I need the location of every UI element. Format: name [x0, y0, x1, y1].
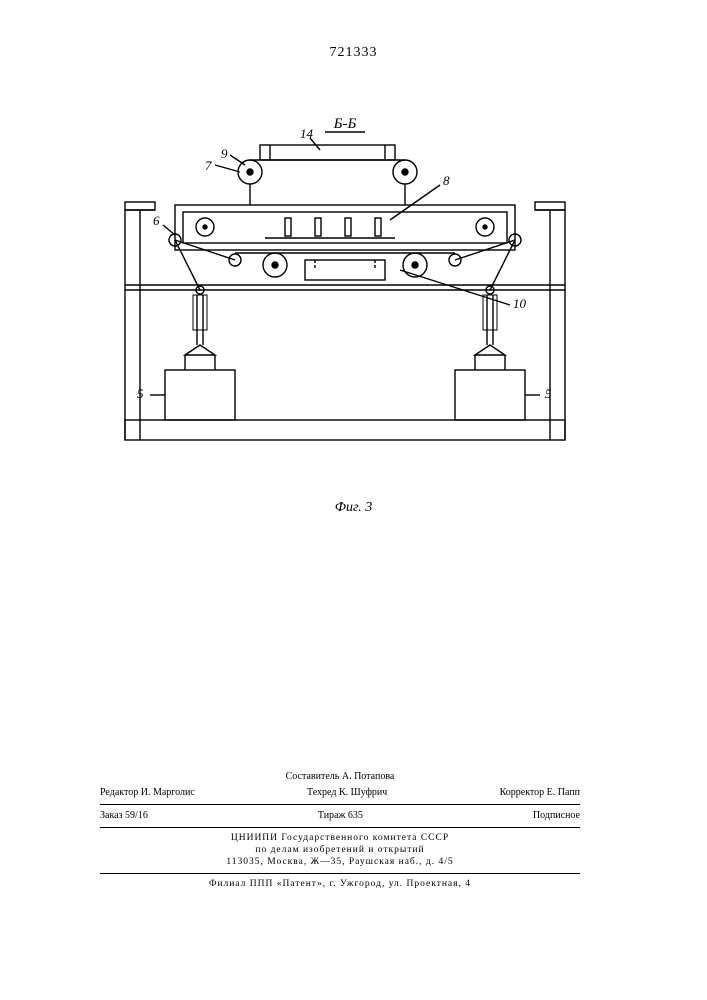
- callout-8: 8: [443, 173, 450, 189]
- org-line4: Филиал ППП «Патент», г. Ужгород, ул. Про…: [100, 878, 580, 890]
- org-line1: ЦНИИПИ Государственного комитета СССР: [100, 832, 580, 844]
- composer: Составитель А. Потапова: [100, 770, 580, 784]
- callout-7: 7: [205, 158, 212, 174]
- separator-2: [100, 827, 580, 828]
- corrector: Корректор Е. Папп: [500, 786, 580, 800]
- credits-block: Составитель А. Потапова Редактор И. Марг…: [100, 770, 580, 890]
- fig-caption: Фиг. 3: [0, 500, 707, 516]
- callout-6: 6: [153, 213, 160, 229]
- separator-3: [100, 873, 580, 874]
- subscription: Подписное: [533, 809, 580, 823]
- org-line2: по делам изобретений и открытий: [100, 844, 580, 856]
- tirazh: Тираж 635: [148, 809, 533, 823]
- callout-5a: 5: [137, 386, 144, 402]
- doc-number: 721333: [0, 45, 707, 61]
- callout-5b: 5: [545, 386, 552, 402]
- separator-1: [100, 804, 580, 805]
- org-block: ЦНИИПИ Государственного комитета СССР по…: [100, 832, 580, 869]
- order: Заказ 59/16: [100, 809, 148, 823]
- callout-14: 14: [300, 126, 313, 142]
- org-line3: 113035, Москва, Ж—35, Раушская наб., д. …: [100, 856, 580, 868]
- section-label: Б-Б: [333, 116, 357, 132]
- branch-block: Филиал ППП «Патент», г. Ужгород, ул. Про…: [100, 878, 580, 890]
- tech: Техред К. Шуфрич: [195, 786, 500, 800]
- figure-area: Б-Б: [95, 110, 595, 490]
- editor: Редактор И. Марголис: [100, 786, 195, 800]
- callout-9: 9: [221, 146, 228, 162]
- page: 721333 Б-Б: [0, 0, 707, 1000]
- callout-10: 10: [513, 296, 526, 312]
